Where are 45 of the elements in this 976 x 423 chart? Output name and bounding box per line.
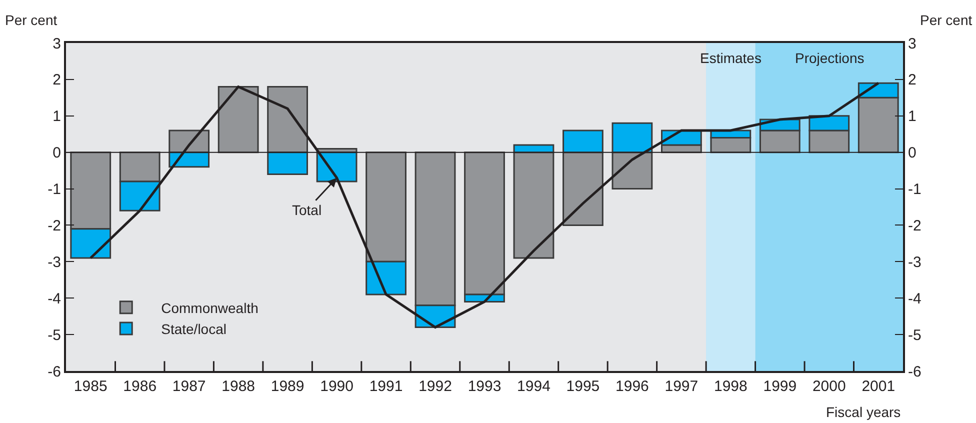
legend-label: Commonwealth	[161, 300, 258, 316]
x-tick-label: 1985	[74, 378, 108, 395]
legend-label: State/local	[161, 321, 226, 338]
x-tick-label: 1993	[468, 378, 502, 395]
band-label: Projections	[795, 50, 864, 66]
y2-tick-label: -6	[908, 363, 922, 380]
y2-tick-label: 3	[908, 35, 916, 52]
y2-tick-label: -4	[908, 290, 922, 308]
x-tick-label: 1989	[270, 378, 304, 395]
y-tick-label: -6	[48, 363, 61, 380]
x-tick-label: 1996	[616, 378, 649, 395]
x-tick-label: 1999	[763, 378, 797, 395]
x-tick-label: 1988	[222, 378, 256, 395]
x-tick-label: 1991	[369, 378, 403, 395]
y-tick-label: -3	[48, 254, 61, 271]
y-axis-title: Per cent	[5, 12, 58, 28]
y2-tick-label: -1	[908, 181, 922, 198]
x-tick-label: 1995	[566, 378, 600, 395]
y-tick-label: 3	[52, 35, 61, 52]
band-label: Estimates	[700, 50, 762, 66]
y-tick-label: 1	[52, 108, 61, 126]
x-tick-label: 1997	[664, 378, 698, 395]
y2-tick-label: 2	[908, 72, 916, 89]
x-tick-label: 2001	[862, 378, 896, 395]
x-tick-label: 1992	[418, 378, 452, 395]
y-tick-label: -1	[48, 181, 61, 198]
x-tick-label: 1987	[172, 378, 206, 395]
y2-tick-label: -3	[908, 254, 922, 271]
x-tick-label: 2000	[812, 378, 846, 395]
x-tick-label: 1990	[320, 378, 354, 395]
x-tick-label: 1998	[714, 378, 748, 395]
y2-axis-title: Per cent	[920, 12, 972, 28]
y2-tick-label: -5	[908, 326, 922, 344]
y2-tick-label: -2	[908, 217, 922, 234]
y-tick-label: -2	[48, 217, 61, 234]
y-tick-label: 2	[52, 72, 61, 89]
y2-tick-label: 0	[908, 144, 916, 162]
y2-tick-label: 1	[908, 108, 916, 126]
x-tick-label: 1994	[517, 378, 550, 395]
annotation: Total	[292, 202, 322, 218]
y-tick-label: -4	[48, 290, 61, 308]
x-axis-title: Fiscal years	[826, 404, 901, 420]
y-tick-label: 0	[52, 144, 61, 162]
x-tick-label: 1986	[123, 378, 157, 395]
y-tick-label: -5	[48, 326, 61, 344]
